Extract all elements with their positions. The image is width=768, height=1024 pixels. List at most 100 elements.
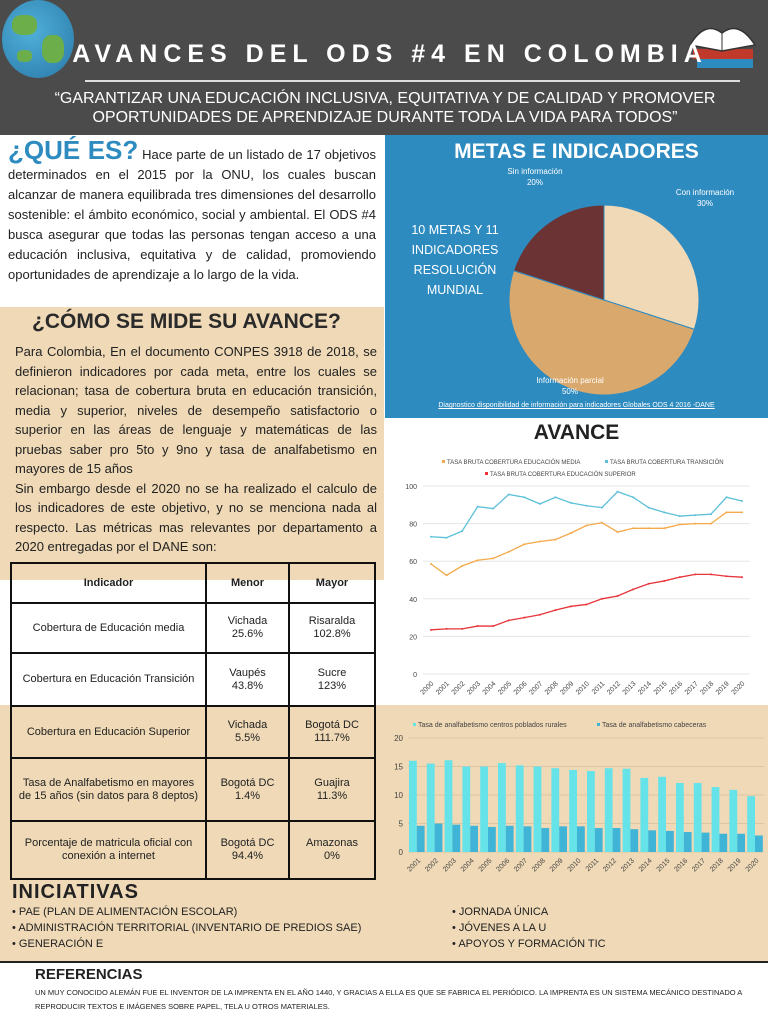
data-point: [725, 496, 728, 499]
bar: [416, 825, 425, 852]
y-tick-label: 20: [394, 734, 403, 743]
data-point: [569, 605, 572, 608]
data-point: [585, 603, 588, 606]
table-row: Tasa de Analfabetismo en mayores de 15 a…: [10, 757, 376, 822]
data-point: [507, 619, 510, 622]
x-tick-label: 2002: [451, 680, 467, 696]
x-tick-label: 2012: [606, 680, 622, 696]
pie-slice: [508, 270, 695, 396]
x-tick-label: 2016: [668, 680, 684, 696]
x-tick-label: 2006: [495, 857, 511, 873]
table-row: Cobertura de Educación media Vichada 25.6…: [10, 602, 376, 654]
que-es-heading: ¿QUÉ ES?: [8, 135, 139, 165]
legend-label: Tasa de analfabetismo cabeceras: [602, 722, 707, 729]
iniciativa-item: JÓVENES A LA U: [452, 920, 752, 936]
x-tick-label: 2001: [435, 680, 451, 696]
data-point: [569, 532, 572, 534]
source-link[interactable]: Diagnostico disponibilidad de informació…: [438, 402, 715, 409]
bar: [693, 783, 702, 852]
data-point: [709, 573, 712, 576]
pie-chart: [508, 204, 700, 396]
x-tick-label: 2017: [684, 680, 700, 696]
data-point: [476, 625, 479, 628]
legend-marker: [597, 723, 600, 726]
data-point: [445, 627, 448, 630]
data-point: [709, 522, 712, 525]
metrics-table: Indicador Menor Mayor Cobertura de Educaci…: [10, 562, 376, 880]
data-point: [709, 513, 712, 516]
menor-cell: Bogotá DC 1.4%: [205, 757, 290, 822]
divider: [0, 961, 768, 963]
data-point: [616, 531, 619, 534]
data-point: [492, 625, 495, 628]
menor-cell: Vaupés 43.8%: [205, 652, 290, 707]
data-point: [492, 507, 495, 510]
data-point: [647, 582, 650, 585]
data-point: [554, 496, 557, 499]
metas-title: METAS E INDICADORES: [454, 140, 699, 163]
como-mide-background: [0, 307, 384, 580]
ods-quote: “GARANTIZAR UNA EDUCACIÓN INCLUSIVA, EQU…: [54, 90, 716, 126]
pie-label: Con información 30%: [675, 188, 735, 208]
data-point: [523, 543, 526, 546]
data-point: [632, 496, 635, 499]
data-point: [725, 575, 728, 578]
mayor-cell: Risaralda 102.8%: [288, 602, 376, 654]
bar: [666, 830, 674, 852]
series-line: [430, 573, 743, 631]
x-tick-label: 2019: [727, 857, 743, 873]
x-tick-label: 2006: [513, 680, 529, 696]
data-point: [678, 576, 681, 579]
data-point: [678, 523, 681, 526]
mayor-cell: Amazonas 0%: [288, 820, 376, 880]
bar: [533, 766, 542, 852]
x-tick-label: 2018: [699, 680, 715, 696]
bar: [551, 768, 560, 852]
globe-icon: [2, 0, 74, 78]
bar: [648, 830, 656, 852]
bar: [515, 765, 524, 852]
bar: [658, 776, 666, 852]
data-point: [554, 538, 557, 541]
pie-slice: [603, 204, 700, 330]
data-point: [554, 609, 557, 612]
metas-side-text: 10 METAS Y 11 INDICADORES RESOLUCIÓN MUN…: [411, 223, 499, 297]
bar: [559, 826, 567, 852]
bar: [747, 796, 755, 852]
bar: [737, 833, 745, 852]
bar: [523, 826, 532, 852]
y-tick-label: 0: [399, 848, 404, 857]
mayor-cell: Sucre 123%: [288, 652, 376, 707]
bar: [577, 826, 585, 852]
y-tick-label: 15: [394, 763, 403, 772]
bar: [719, 833, 728, 852]
indicator-cell: Cobertura en Educación Superior: [10, 705, 207, 759]
legend-label: Tasa de analfabetismo centros poblados r…: [418, 722, 567, 729]
legend-marker: [605, 460, 608, 463]
bar: [434, 823, 443, 852]
indicator-cell: Cobertura en Educación Transición: [10, 652, 207, 707]
data-point: [741, 576, 743, 579]
legend-label: TASA BRUTA COBERTURA EDUCACIÓN MEDIA: [447, 459, 580, 466]
data-point: [507, 550, 510, 553]
bar: [470, 825, 478, 852]
x-tick-label: 2018: [709, 857, 725, 873]
x-tick-label: 2012: [602, 857, 618, 873]
col-header: Indicador: [10, 562, 207, 604]
pie-label: Información parcial 50%: [536, 376, 604, 396]
bar-chart: 0 5 10 15 20 Tasa de analfabetismo centros po…: [394, 722, 764, 873]
que-es-text: Hace parte de un listado de 17 objetivos…: [8, 147, 376, 282]
x-tick-label: 2011: [585, 857, 601, 873]
x-tick-label: 2014: [637, 680, 653, 696]
col-header: Mayor: [288, 562, 376, 604]
indicator-cell: Tasa de Analfabetismo en mayores de 15 a…: [10, 757, 207, 822]
x-tick-label: 2009: [559, 680, 575, 696]
bar: [409, 760, 417, 852]
bar: [622, 768, 631, 852]
data-point: [694, 522, 697, 525]
data-point: [585, 524, 588, 527]
bar: [676, 783, 684, 852]
data-point: [647, 506, 650, 509]
y-tick-label: 60: [409, 559, 417, 566]
como-mide-p1: Para Colombia, En el documento CONPES 39…: [15, 344, 377, 476]
